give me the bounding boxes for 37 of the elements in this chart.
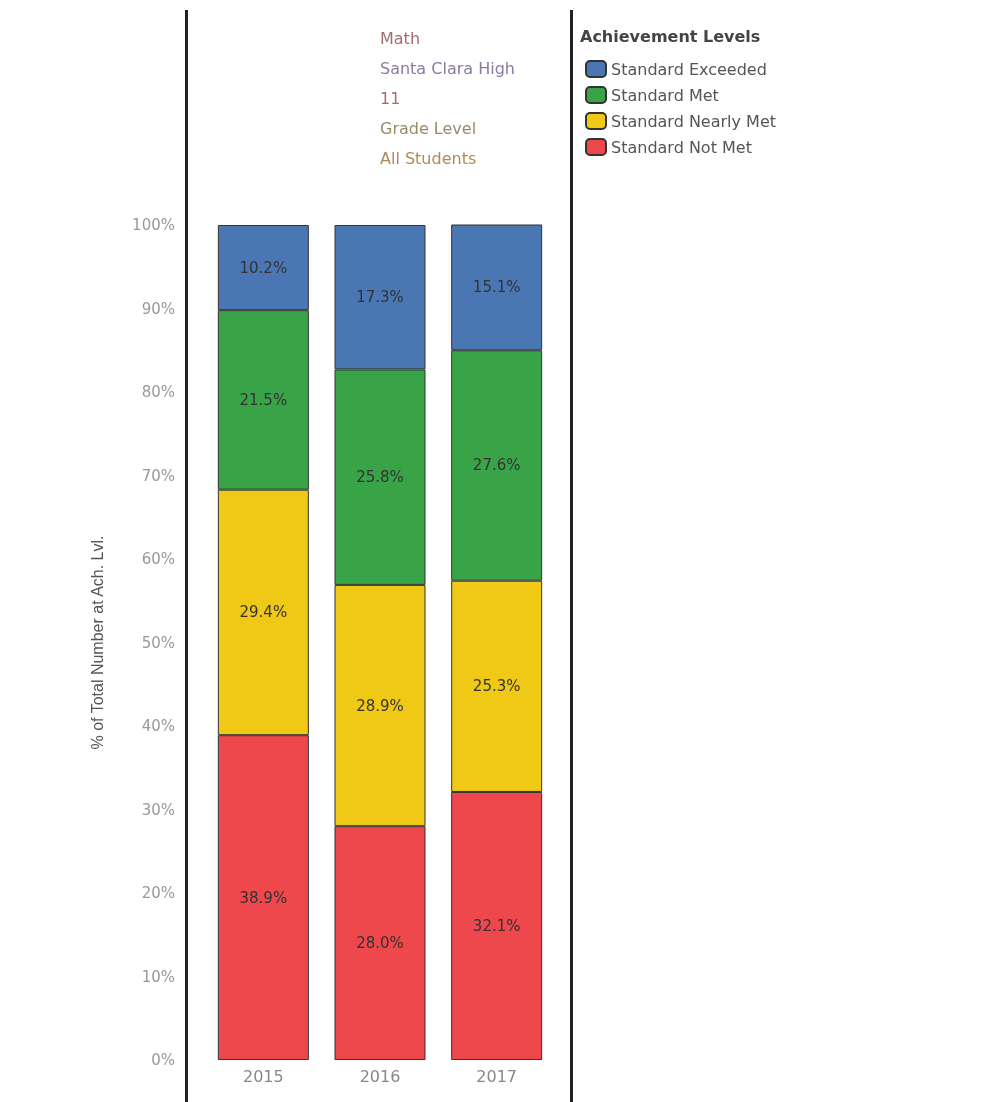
y-tick-label: 30%	[141, 800, 175, 819]
y-tick-label: 70%	[141, 466, 175, 485]
legend-title: Achievement Levels	[580, 26, 761, 46]
legend-label: Standard Not Met	[611, 137, 752, 157]
x-tick-label: 2016	[359, 1066, 401, 1086]
text: 11	[380, 88, 401, 108]
x-tick-label: 2017	[476, 1066, 518, 1086]
data-label: 25.8%	[356, 468, 404, 487]
legend-label: Standard Nearly Met	[611, 111, 776, 131]
text: Santa Clara High	[380, 58, 515, 78]
legend-label: Standard Met	[611, 85, 719, 105]
data-label: 27.6%	[472, 456, 521, 475]
y-tick-label: 100%	[132, 216, 175, 234]
data-label: 28.9%	[356, 696, 404, 715]
data-label: 32.1%	[472, 916, 521, 935]
data-label: 21.5%	[239, 390, 288, 409]
y-tick-label: 40%	[141, 717, 175, 735]
y-tick-label: 0%	[151, 1051, 175, 1069]
data-label: 25.3%	[472, 677, 521, 696]
data-label: 10.2%	[239, 258, 288, 277]
legend-label: Standard Exceeded	[611, 59, 767, 79]
y-tick-label: 20%	[141, 884, 175, 902]
y-tick-label: 10%	[141, 967, 175, 986]
y-tick-label: 60%	[141, 550, 175, 568]
y-tick-label: 80%	[141, 383, 175, 401]
text: All Students	[380, 148, 477, 168]
data-label: 38.9%	[239, 888, 288, 907]
data-label: 28.0%	[356, 934, 404, 953]
x-tick-label: 2015	[242, 1066, 284, 1086]
data-label: 29.4%	[239, 603, 288, 622]
y-axis-title: % of Total Number at Ach. Lvl.	[88, 535, 106, 750]
y-tick-label: 90%	[141, 299, 175, 318]
y-tick-label: 50%	[141, 633, 175, 652]
text: Grade Level	[380, 118, 477, 138]
data-label: 17.3%	[356, 288, 404, 307]
data-label: 15.1%	[472, 278, 521, 297]
chart-title: Math	[380, 28, 421, 48]
